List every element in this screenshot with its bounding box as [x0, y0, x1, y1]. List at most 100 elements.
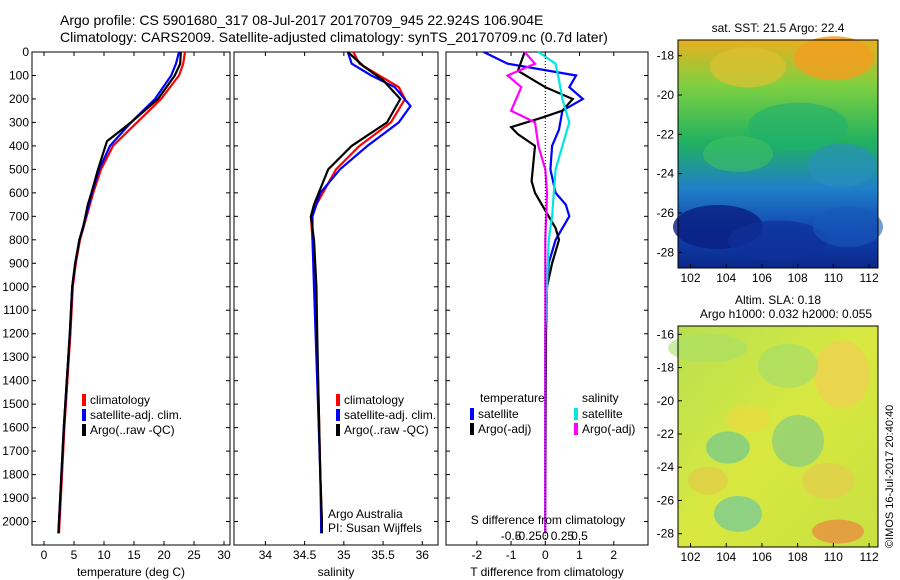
map-x-tick-label-sla-map: 112: [860, 550, 879, 564]
chart-title-line2: Climatology: CARS2009. Satellite-adjuste…: [60, 29, 608, 45]
map-y-tick-label-sla-map: -20: [657, 394, 675, 408]
y-tick-label: 1800: [2, 468, 29, 482]
plot-frame-salinity: [233, 51, 439, 546]
legend-swatch-salinity: [336, 409, 340, 421]
legend-swatch-difference: [574, 423, 578, 435]
x-axis-label-temperature: temperature (deg C): [77, 565, 185, 579]
map-blob-sst-map: [703, 136, 773, 172]
map-x-tick-label-sst-map: 110: [824, 271, 843, 285]
map-blob-sst-map: [748, 102, 848, 151]
y-tick-label: 600: [9, 186, 29, 200]
map-x-tick-label-sst-map: 108: [788, 271, 808, 285]
map-y-tick-label-sst-map: -24: [657, 167, 675, 181]
map-blob-sla-map: [688, 466, 728, 495]
x-axis-label-salinity: salinity: [318, 565, 355, 579]
series-line-salinity-climatology: [309, 51, 407, 534]
x2-tick-label: -0.25: [514, 529, 542, 543]
y-tick-label: 800: [9, 233, 29, 247]
legend-label-salinity: satellite-adj. clim.: [344, 408, 436, 422]
x2-tick-label: 0: [542, 529, 549, 543]
map-blob-sst-map: [710, 47, 786, 88]
legend-label-difference: Argo(-adj): [478, 422, 531, 436]
annotation-line-2: PI: Susan Wijffels: [328, 521, 422, 535]
map-y-tick-label-sla-map: -24: [657, 460, 675, 474]
legend-label-difference: satellite: [478, 407, 519, 421]
map-y-tick-label-sla-map: -28: [657, 527, 675, 541]
y-tick-label: 0: [22, 45, 29, 59]
x-tick-label-temperature: 25: [187, 548, 201, 562]
legend-label-salinity: climatology: [344, 393, 404, 407]
y-tick-label: 300: [9, 115, 29, 129]
map-blob-sst-map: [794, 36, 874, 81]
map-x-tick-label-sla-map: 108: [788, 550, 808, 564]
chart-title-line1: Argo profile: CS 5901680_317 08-Jul-2017…: [60, 12, 544, 28]
map-blob-sla-map: [802, 462, 854, 499]
map-title-sla-map: Altim. SLA: 0.18: [735, 293, 821, 307]
legend-label-temperature: climatology: [90, 393, 150, 407]
x-axis-label-difference: T difference from climatology: [470, 565, 624, 579]
credit-text: ©IMOS 16-Jul-2017 20:40:40: [884, 404, 896, 548]
series-line-salinity-argo: [309, 51, 402, 534]
x-tick-label-salinity: 34: [259, 548, 273, 562]
x-tick-label-temperature: 0: [41, 548, 48, 562]
map-blob-sla-map: [714, 495, 762, 532]
x2-tick-label: -0.5: [501, 529, 522, 543]
map-blob-sla-map: [772, 414, 824, 467]
x-tick-label-temperature: 30: [217, 548, 231, 562]
map-frame-sst-map: [677, 39, 879, 269]
map-title-sst-map: sat. SST: 21.5 Argo: 22.4: [712, 21, 845, 35]
map-blob-sst-map: [813, 206, 883, 247]
map-x-tick-label-sst-map: 104: [716, 271, 736, 285]
legend-label-difference: Argo(-adj): [582, 422, 635, 436]
map-blob-sla-map: [726, 404, 770, 433]
map-blob-sla-map: [814, 340, 870, 409]
y-tick-label: 1500: [2, 397, 29, 411]
x-tick-label-salinity: 35: [337, 548, 351, 562]
x-tick-label-temperature: 20: [157, 548, 171, 562]
y-tick-label: 400: [9, 139, 29, 153]
legend-label-temperature: Argo(..raw -QC): [90, 423, 175, 437]
map-y-tick-label-sla-map: -18: [657, 361, 675, 375]
y-tick-label: 900: [9, 256, 29, 270]
map-blob-sst-map: [728, 220, 828, 261]
x-tick-label-temperature: 15: [127, 548, 141, 562]
series-line-difference-argo-salinity: [505, 51, 549, 534]
map-blob-sla-map: [812, 519, 864, 544]
x2-tick-label: 0.25: [551, 529, 575, 543]
map-y-tick-label-sla-map: -16: [657, 327, 675, 341]
legend-swatch-salinity: [336, 424, 340, 436]
plot-frame-temperature: [31, 51, 231, 546]
map-y-tick-label-sla-map: -22: [657, 427, 675, 441]
legend-header-temperature: temperature: [480, 391, 545, 405]
map-x-tick-label-sst-map: 112: [860, 271, 879, 285]
series-line-temperature-climatology: [57, 51, 187, 534]
legend-label-salinity: Argo(..raw -QC): [344, 423, 429, 437]
x-tick-label-salinity: 34.5: [293, 548, 317, 562]
y-tick-label: 200: [9, 92, 29, 106]
series-line-temperature-argo: [57, 51, 182, 534]
y-tick-label: 1300: [2, 350, 29, 364]
y-tick-label: 1000: [2, 280, 29, 294]
x-tick-label-salinity: 36: [416, 548, 430, 562]
x-tick-label-difference: 0: [542, 548, 549, 562]
x-tick-label-difference: 1: [576, 548, 583, 562]
series-line-salinity-satellite: [311, 51, 412, 534]
map-frame-sla-map: [677, 325, 879, 548]
legend-swatch-difference: [470, 423, 474, 435]
map-x-tick-label-sst-map: 106: [752, 271, 772, 285]
legend-label-difference: satellite: [582, 407, 623, 421]
x-tick-label-salinity: 35.5: [371, 548, 395, 562]
map-blob-sst-map: [808, 143, 876, 188]
map-y-tick-label-sst-map: -22: [657, 127, 675, 141]
series-line-temperature-satellite: [57, 51, 181, 534]
y-tick-label: 1400: [2, 374, 29, 388]
y-tick-label: 1700: [2, 444, 29, 458]
legend-swatch-salinity: [336, 394, 340, 406]
legend-header-salinity: salinity: [582, 391, 619, 405]
map-x-tick-label-sst-map: 102: [680, 271, 700, 285]
x-tick-label-temperature: 10: [97, 548, 111, 562]
x2-tick-label: 0.5: [571, 529, 588, 543]
y-tick-label: 700: [9, 209, 29, 223]
legend-swatch-temperature: [82, 394, 86, 406]
map-y-tick-label-sst-map: -26: [657, 206, 675, 220]
